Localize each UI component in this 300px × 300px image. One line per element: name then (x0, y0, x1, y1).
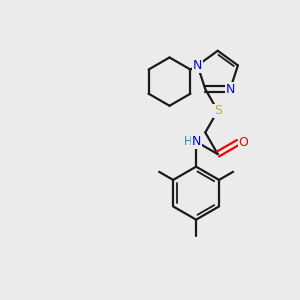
Text: N: N (191, 135, 201, 148)
Text: N: N (226, 82, 235, 96)
Text: S: S (214, 104, 222, 117)
Text: H: H (184, 135, 192, 148)
Text: O: O (238, 136, 248, 149)
Text: N: N (193, 59, 202, 72)
